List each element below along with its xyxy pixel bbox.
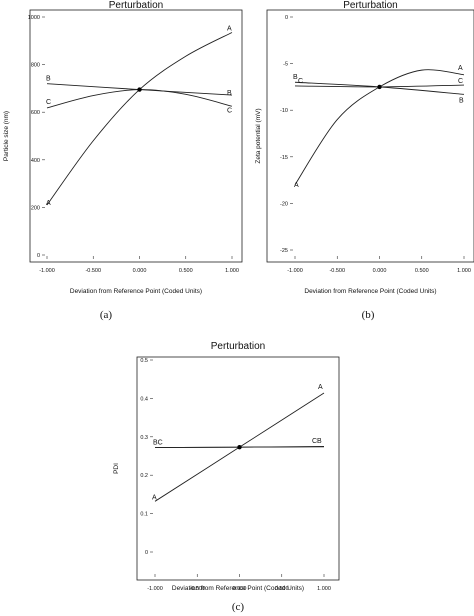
series-label-a: A <box>46 200 51 207</box>
x-tick-label: -1.000 <box>147 586 163 592</box>
y-tick-label: 0.1 <box>140 512 148 518</box>
series-line-c <box>46 89 233 109</box>
plot-frame <box>136 356 340 581</box>
y-tick-label: 200 <box>31 205 40 211</box>
x-tick-label: 1.000 <box>317 586 331 592</box>
y-axis-label: Particle size (nm) <box>3 111 10 161</box>
chart-title: Perturbation <box>109 0 163 11</box>
x-tick-label: 1.000 <box>225 268 239 274</box>
series-label-b: B <box>227 90 232 97</box>
y-tick-label: 800 <box>31 63 40 69</box>
y-axis-label: PDI <box>113 463 120 474</box>
x-tick-label: -0.500 <box>189 586 205 592</box>
x-axis-label: Deviation from Reference Point (Coded Un… <box>172 585 304 592</box>
y-tick-label: -10 <box>280 108 288 114</box>
chart-title: Perturbation <box>343 0 397 11</box>
x-axis-label: Deviation from Reference Point (Coded Un… <box>70 288 202 295</box>
y-tick-label: 600 <box>31 110 40 116</box>
series-label-c: C <box>46 99 51 106</box>
series-label-a: A <box>458 65 463 72</box>
series-label-a: A <box>294 182 299 189</box>
series-label-b: B <box>293 74 298 81</box>
y-axis-label: Zeta potential (mV) <box>255 108 262 163</box>
y-tick-label: 400 <box>31 158 40 164</box>
y-tick-label: 0.2 <box>140 473 148 479</box>
y-tick-label: 1000 <box>28 15 40 21</box>
series-label-b: B <box>46 76 51 83</box>
reference-point <box>237 444 242 450</box>
y-tick-label: 0.5 <box>140 358 148 364</box>
chart-a: Perturbation 0 200 400 600 800 1000 -1.000 -0.50… <box>3 0 243 321</box>
panel-caption: (a) <box>100 309 113 321</box>
y-tick-label: 0 <box>37 253 40 259</box>
x-tick-label: 0.000 <box>233 586 247 592</box>
y-tick-label: -15 <box>280 155 288 161</box>
series-label-c: C <box>458 78 463 85</box>
panel-caption: (c) <box>232 601 245 613</box>
x-tick-label: 0.500 <box>179 268 193 274</box>
series-label-a: A <box>227 25 232 32</box>
plot-frame <box>266 9 474 263</box>
chart-b: Perturbation -25 -20 -15 -10 -5 0 -1.000 -0.500 0… <box>255 0 474 321</box>
x-tick-label: 0.000 <box>373 268 387 274</box>
series-label-a: A <box>318 384 323 391</box>
x-axis-label: Deviation from Reference Point (Coded Un… <box>304 288 436 295</box>
panel-caption: (b) <box>362 309 375 321</box>
y-tick-label: -20 <box>280 201 288 207</box>
x-tick-label: -0.500 <box>329 268 345 274</box>
y-tick-label: 0 <box>285 15 288 21</box>
chart-title: Perturbation <box>211 341 265 352</box>
plot-frame <box>29 9 243 263</box>
y-tick-label: 0.3 <box>140 435 148 441</box>
x-tick-label: 0.500 <box>415 268 429 274</box>
x-tick-label: -1.000 <box>287 268 303 274</box>
x-tick-label: 1.000 <box>457 268 471 274</box>
series-label-b: B <box>459 97 464 104</box>
x-tick-label: -0.500 <box>85 268 101 274</box>
reference-point <box>137 87 142 92</box>
series-label-cb: CB <box>312 438 322 445</box>
series-label-c: C <box>298 78 303 85</box>
series-label-c: C <box>227 107 232 114</box>
reference-point <box>377 84 382 90</box>
y-tick-label: 0.4 <box>140 396 148 402</box>
x-tick-label: 0.000 <box>133 268 147 274</box>
x-tick-label: 0.500 <box>275 586 289 592</box>
series-line-a <box>46 32 233 206</box>
series-label-a: A <box>152 494 157 501</box>
series-label-bc: BC <box>153 440 163 447</box>
chart-c: Perturbation 0 0.1 0.2 0.3 0.4 0.5 -1.000 -0.500… <box>113 341 340 613</box>
y-tick-label: -25 <box>280 248 288 254</box>
y-tick-label: -5 <box>283 62 288 68</box>
y-tick-label: 0 <box>145 550 148 556</box>
x-tick-label: -1.000 <box>39 268 55 274</box>
